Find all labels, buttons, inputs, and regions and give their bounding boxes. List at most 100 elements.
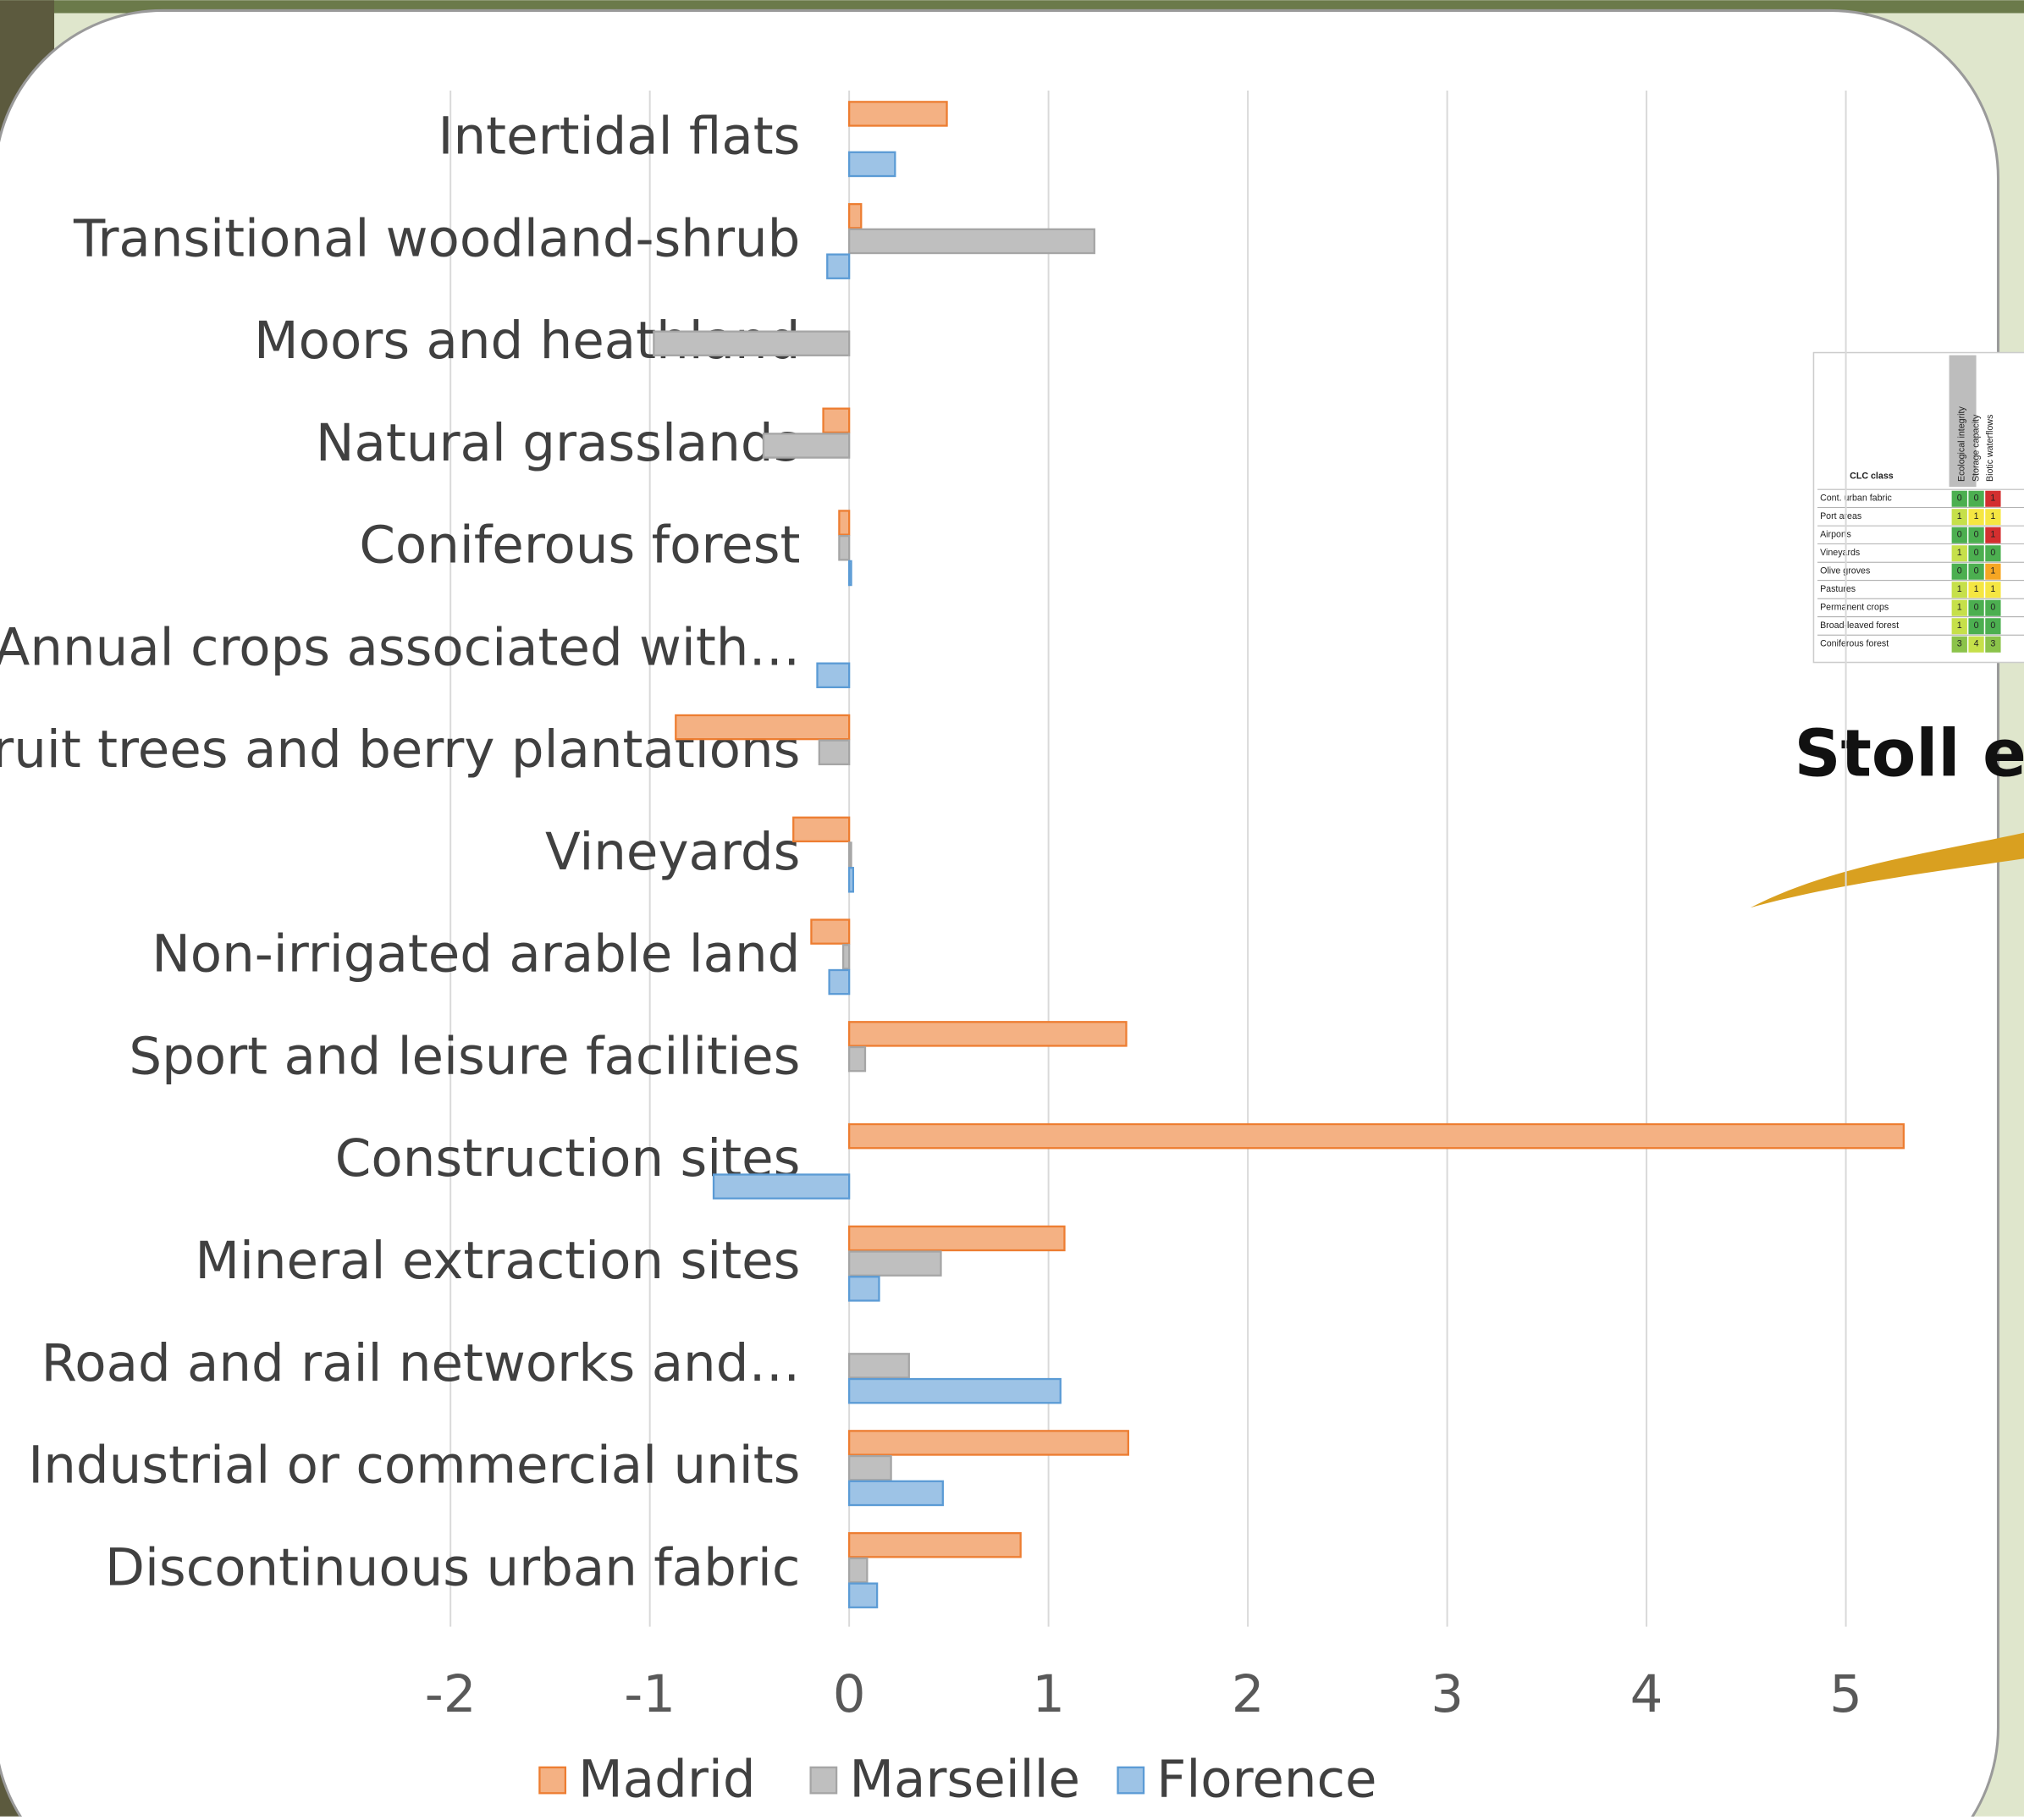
table-cell: 0	[1990, 620, 1995, 631]
bar	[849, 152, 895, 176]
bar	[827, 255, 849, 279]
bar	[849, 868, 853, 891]
legend-label: Marseille	[849, 1750, 1080, 1810]
bar	[849, 1022, 1126, 1045]
table-cell: 1	[1957, 603, 1962, 613]
x-tick-label: 0	[833, 1664, 866, 1724]
table-cell: 0	[1974, 620, 1979, 631]
legend-label: Madrid	[578, 1750, 755, 1810]
table-cell: Port areas	[1820, 511, 1861, 521]
category-label: Vineyards	[545, 822, 800, 882]
table-header: Biotic waterflows	[1985, 415, 1995, 482]
bar	[839, 510, 849, 534]
table-cell: 1	[1974, 511, 1979, 521]
x-tick-label: 4	[1630, 1664, 1663, 1724]
bar	[849, 1533, 1021, 1557]
table-cell: 0	[1974, 603, 1979, 613]
caption: Stoll e	[1795, 715, 2024, 791]
table-cell: 1	[1957, 548, 1962, 558]
bar	[849, 1227, 1064, 1250]
bar	[849, 561, 851, 585]
table-cell: 0	[1957, 530, 1962, 540]
table-cell: Vineyards	[1820, 548, 1860, 558]
category-label: Annual crops associated with…	[0, 617, 800, 677]
slide: Stoll e CLC classEcological integritySto…	[0, 0, 2024, 1817]
table-cell: Cont. urban fabric	[1820, 494, 1892, 504]
legend-swatch	[1118, 1768, 1144, 1793]
category-label: Non-irrigated arable land	[152, 924, 800, 984]
bar	[843, 945, 849, 968]
bar	[849, 1431, 1128, 1454]
table-cell: 0	[1957, 566, 1962, 576]
category-label: Intertidal flats	[438, 107, 801, 167]
bar	[849, 842, 851, 866]
table-cell: 1	[1974, 584, 1979, 594]
bar	[793, 818, 849, 841]
table-cell: 0	[1974, 548, 1979, 558]
table-cell: 1	[1990, 584, 1995, 594]
table-header: Ecological integrity	[1957, 406, 1967, 483]
table-cell: 1	[1990, 530, 1995, 540]
bar	[764, 433, 849, 457]
table-cell: 1	[1957, 620, 1962, 631]
table-cell: 0	[1990, 603, 1995, 613]
bar	[676, 715, 849, 739]
x-tick-label: -1	[624, 1664, 676, 1724]
bar	[849, 1558, 867, 1582]
category-label: Mineral extraction sites	[195, 1231, 800, 1291]
category-label: Industrial or commercial units	[28, 1436, 800, 1496]
legend-swatch	[811, 1768, 836, 1793]
bar	[811, 919, 849, 943]
table-cell: 4	[1974, 639, 1979, 649]
bar	[849, 1379, 1061, 1403]
bar	[824, 409, 850, 433]
bar	[830, 970, 850, 994]
x-tick-label: 2	[1232, 1664, 1265, 1724]
table-cell: 3	[1990, 639, 1995, 649]
bar	[849, 1047, 865, 1071]
table-cell: Coniferous forest	[1820, 639, 1889, 649]
bar	[849, 1481, 943, 1505]
bar	[849, 1252, 940, 1276]
x-tick-label: -2	[425, 1664, 477, 1724]
table-header: CLC class	[1850, 472, 1894, 482]
bar	[849, 1584, 877, 1608]
category-label: Transitional woodland-shrub	[73, 208, 800, 268]
table-cell: 0	[1974, 494, 1979, 504]
bar	[849, 102, 946, 125]
bar	[654, 332, 849, 356]
legend-swatch	[539, 1768, 565, 1793]
bar	[849, 229, 1095, 253]
page: Stoll e CLC classEcological integritySto…	[0, 0, 2024, 1817]
table-cell: 1	[1990, 566, 1995, 576]
bar	[849, 1124, 1904, 1148]
bar	[849, 1354, 909, 1377]
table-cell: 1	[1957, 511, 1962, 521]
category-label: Natural grasslands	[316, 413, 800, 473]
table-cell: Broad-leaved forest	[1820, 620, 1899, 631]
category-label: Coniferous forest	[359, 516, 800, 576]
bar	[817, 664, 849, 687]
bar	[849, 204, 861, 228]
table-cell: 0	[1990, 548, 1995, 558]
table-cell: 1	[1990, 511, 1995, 521]
bar	[849, 1277, 879, 1300]
legend-label: Florence	[1156, 1750, 1376, 1810]
bar	[819, 741, 849, 764]
x-tick-label: 3	[1431, 1664, 1464, 1724]
bar	[849, 1456, 891, 1480]
x-tick-label: 1	[1032, 1664, 1065, 1724]
table-cell: Pastures	[1820, 584, 1856, 594]
category-label: Sport and leisure facilities	[129, 1026, 800, 1086]
bar	[839, 536, 849, 560]
table-cell: 0	[1974, 530, 1979, 540]
category-label: Road and rail networks and…	[41, 1333, 801, 1393]
x-tick-label: 5	[1829, 1664, 1862, 1724]
bar	[714, 1175, 849, 1199]
table-cell: 1	[1990, 494, 1995, 504]
table-cell: 0	[1957, 494, 1962, 504]
category-label: Discontinuous urban fabric	[105, 1537, 800, 1597]
table-cell: Permanent crops	[1820, 603, 1889, 613]
table-cell: 1	[1957, 584, 1962, 594]
table-cell: 3	[1957, 639, 1962, 649]
